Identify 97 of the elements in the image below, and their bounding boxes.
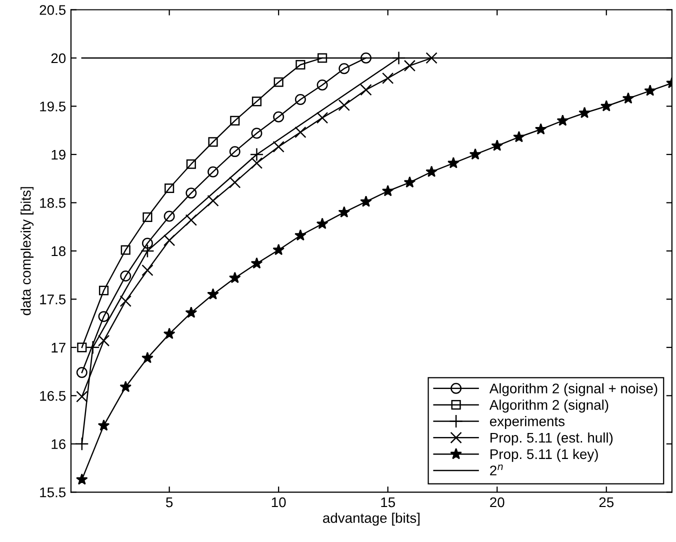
point xyxy=(185,214,198,226)
legend-label: 2$^{n}$ xyxy=(490,464,503,476)
point xyxy=(208,137,218,147)
point xyxy=(164,183,174,194)
point xyxy=(274,77,284,87)
point xyxy=(98,286,109,296)
point xyxy=(426,166,438,177)
point xyxy=(622,92,634,104)
point xyxy=(360,52,372,64)
point xyxy=(273,111,284,122)
point xyxy=(404,60,416,72)
point xyxy=(207,194,219,207)
y-tick-label: 16 xyxy=(52,439,66,450)
point xyxy=(142,212,152,222)
legend-label: Algorithm 2 (signal + noise) xyxy=(489,383,658,396)
point xyxy=(163,234,176,246)
point xyxy=(272,244,284,256)
point xyxy=(404,176,416,188)
legend-label: experiments xyxy=(490,416,565,429)
y-tick-label: 18.5 xyxy=(40,198,66,208)
point xyxy=(491,140,504,151)
point xyxy=(142,264,154,276)
point xyxy=(208,166,219,178)
point xyxy=(318,53,328,63)
point xyxy=(186,159,196,169)
point xyxy=(98,334,110,346)
y-tick-label: 15.5 xyxy=(40,488,66,498)
point xyxy=(316,218,328,230)
point xyxy=(272,140,284,153)
point xyxy=(578,106,590,118)
x-tick-label: 20 xyxy=(490,497,504,508)
y-tick-label: 16.5 xyxy=(40,390,66,401)
point xyxy=(250,148,264,162)
x-tick-label: 10 xyxy=(272,497,286,508)
point xyxy=(140,244,154,258)
point xyxy=(360,196,372,207)
x-axis-title: advantage [bits] xyxy=(323,512,420,526)
y-tick-label: 20.5 xyxy=(40,5,66,15)
point xyxy=(316,112,328,124)
point xyxy=(534,123,547,135)
x-tick-label: 5 xyxy=(166,498,173,508)
point xyxy=(77,342,87,352)
point xyxy=(250,157,263,169)
y-axis-title: data complexity [bits] xyxy=(20,187,34,316)
point xyxy=(228,272,241,284)
y-tick-label: 17.5 xyxy=(40,294,66,304)
point xyxy=(294,126,306,138)
point xyxy=(316,80,328,90)
point xyxy=(120,380,132,392)
point xyxy=(382,72,394,84)
point xyxy=(230,116,240,126)
point xyxy=(164,210,175,222)
point xyxy=(556,114,569,126)
point xyxy=(338,99,350,112)
point xyxy=(294,229,306,241)
point xyxy=(251,128,262,139)
point xyxy=(186,188,197,199)
point xyxy=(120,270,132,282)
point xyxy=(294,94,306,105)
point xyxy=(76,390,88,402)
point xyxy=(229,146,240,158)
point xyxy=(229,176,241,188)
y-tick-label: 19 xyxy=(52,150,66,160)
y-tick-label: 20 xyxy=(51,53,66,64)
x-tick-label: 25 xyxy=(599,497,614,508)
point xyxy=(76,367,88,378)
legend-label: Algorithm 2 (signal) xyxy=(489,400,608,413)
point xyxy=(469,148,482,160)
point xyxy=(98,311,110,322)
point xyxy=(600,100,612,112)
point xyxy=(207,288,219,300)
legend-label: Prop. 5.11 (1 key) xyxy=(490,448,598,462)
point xyxy=(252,96,262,106)
y-tick-label: 19.5 xyxy=(40,102,66,112)
point xyxy=(644,84,656,96)
point xyxy=(338,63,350,74)
point xyxy=(296,60,306,70)
point xyxy=(513,130,525,142)
point xyxy=(338,206,350,218)
point xyxy=(76,473,88,485)
point xyxy=(250,257,263,269)
point xyxy=(426,52,438,64)
point xyxy=(120,245,130,255)
point xyxy=(185,306,198,318)
legend-label: Prop. 5.11 (est. hull) xyxy=(490,432,613,446)
point xyxy=(98,419,110,431)
point xyxy=(448,156,460,168)
x-tick-label: 15 xyxy=(381,498,395,508)
y-tick-label: 17 xyxy=(52,342,66,352)
point xyxy=(142,238,153,249)
point xyxy=(382,184,394,196)
point xyxy=(120,295,132,307)
point xyxy=(163,328,176,340)
point xyxy=(360,84,372,96)
point xyxy=(142,352,154,364)
y-tick-label: 18 xyxy=(52,246,66,256)
point xyxy=(86,340,100,354)
